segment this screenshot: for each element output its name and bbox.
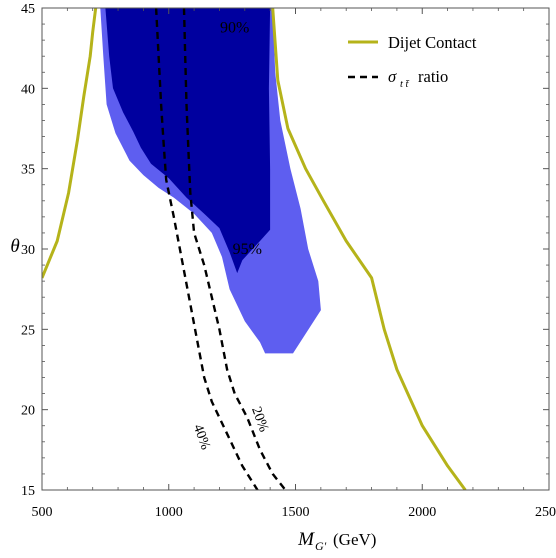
contour-labels-layer: 95% 90% 40% 20% — [190, 19, 271, 452]
y-tick-label-15: 15 — [21, 484, 35, 499]
legend: Dijet Contact σ t t̄ ratio — [348, 33, 477, 90]
x-tick-label-500: 500 — [32, 505, 53, 520]
legend-label-sigma-subscript: t t̄ — [400, 79, 410, 90]
x-axis-title-unit: (GeV) — [333, 530, 376, 549]
series-line-dijet-contact-1 — [271, 8, 467, 490]
region-label-90: 90% — [220, 19, 249, 36]
x-axis-title-subscript: G' — [315, 539, 327, 553]
y-tick-label-20: 20 — [21, 404, 35, 419]
legend-label-sigma-ratio: σ — [388, 67, 397, 86]
axis-layer: 500 1000 1500 2000 2500 15 20 25 30 35 40 45 — [21, 2, 556, 520]
y-tick-label-25: 25 — [21, 323, 35, 338]
x-tick-label-1500: 1500 — [282, 505, 310, 520]
y-tick-label-30: 30 — [21, 243, 35, 258]
y-tick-label-45: 45 — [21, 2, 35, 17]
x-tick-label-2000: 2000 — [408, 505, 436, 520]
x-tick-label-1000: 1000 — [155, 505, 183, 520]
x-tick-label-2500: 2500 — [535, 505, 556, 520]
y-axis-title: θ — [10, 236, 19, 257]
curve-label-20: 20% — [248, 405, 271, 435]
series-line-20-3 — [182, 8, 287, 490]
x-axis-title: M — [297, 529, 315, 550]
legend-label-dijet-contact: Dijet Contact — [388, 33, 477, 52]
region-label-95: 95% — [233, 241, 262, 258]
y-tick-label-35: 35 — [21, 163, 35, 178]
regions-layer — [100, 8, 321, 354]
series-layer — [42, 8, 467, 490]
series-line-dijet-contact-0 — [42, 8, 98, 279]
curve-label-40: 40% — [190, 423, 213, 453]
y-tick-label-40: 40 — [21, 82, 35, 97]
legend-label-ratio: ratio — [418, 67, 448, 86]
